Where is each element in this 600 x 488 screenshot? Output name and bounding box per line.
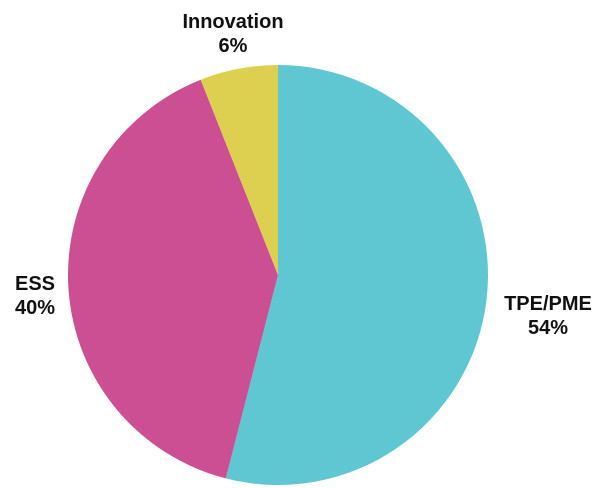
pie-slice-innovation [200,65,278,275]
slice-label-name: TPE/PME [504,293,592,315]
slice-label-value: 6% [219,35,248,57]
pie-slice-tpe-pme [225,65,488,485]
slice-label-ess: ESS 40% [15,273,55,319]
pie-slice-ess [67,79,279,479]
slice-label-value: 54% [528,317,568,339]
pie-labels: TPE/PME 54% ESS 40% Innovation 6% [15,11,592,339]
pie-slices [67,65,488,485]
slice-label-tpe-pme: TPE/PME 54% [504,293,592,339]
slice-label-name: ESS [15,273,55,295]
slice-label-name: Innovation [182,11,283,33]
slice-label-value: 40% [15,297,55,319]
slice-label-innovation: Innovation 6% [182,11,283,57]
